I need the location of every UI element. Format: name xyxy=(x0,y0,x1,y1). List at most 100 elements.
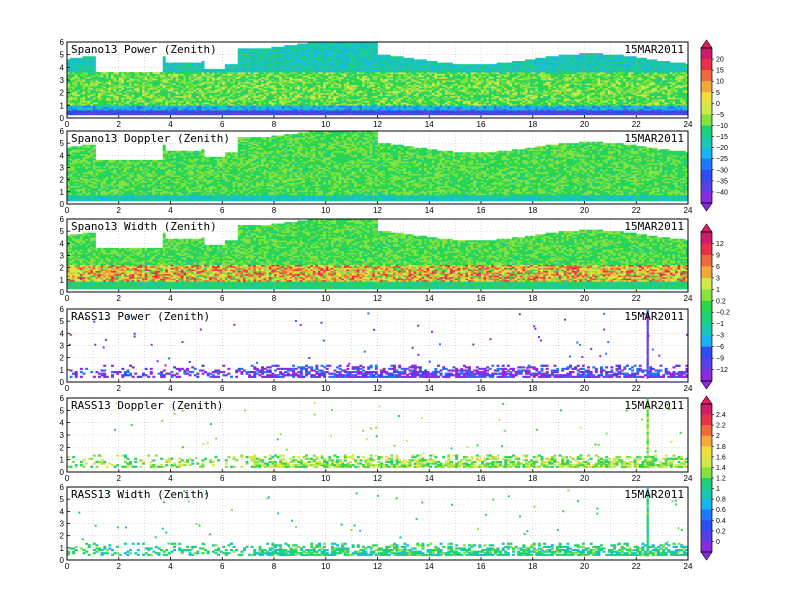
data-cell xyxy=(266,105,270,108)
data-cell xyxy=(126,89,130,92)
data-cell xyxy=(186,99,189,101)
data-cell xyxy=(121,95,125,98)
data-cell xyxy=(263,102,267,105)
data-cell xyxy=(204,86,208,89)
data-cell xyxy=(276,70,280,73)
data-cell xyxy=(261,56,264,59)
data-cell xyxy=(123,108,127,111)
data-cell xyxy=(245,67,249,70)
data-cell xyxy=(286,95,290,98)
data-cell xyxy=(180,68,184,71)
data-cell xyxy=(186,80,189,82)
data-cell xyxy=(100,78,104,81)
data-cell xyxy=(248,89,252,92)
data-cell xyxy=(116,110,120,113)
data-cell xyxy=(307,113,311,116)
data-cell xyxy=(92,73,96,76)
data-cell xyxy=(253,76,257,79)
data-cell xyxy=(253,73,257,76)
data-cell xyxy=(302,87,306,90)
data-cell xyxy=(170,81,174,84)
data-cell xyxy=(95,106,99,109)
data-cell xyxy=(178,106,182,109)
data-cell xyxy=(204,113,208,116)
data-cell xyxy=(235,86,239,89)
data-cell xyxy=(297,65,301,68)
data-cell xyxy=(82,113,86,116)
data-cell xyxy=(297,61,301,63)
data-cell xyxy=(165,103,169,106)
data-cell xyxy=(173,83,177,86)
data-cell xyxy=(284,92,288,95)
data-cell xyxy=(116,111,120,114)
data-cell xyxy=(253,102,257,105)
data-cell xyxy=(255,83,259,86)
data-cell xyxy=(157,105,161,108)
data-cell xyxy=(183,70,187,73)
data-cell xyxy=(258,106,262,109)
data-cell xyxy=(134,81,138,84)
data-cell xyxy=(217,110,221,113)
data-cell xyxy=(294,87,298,90)
data-cell xyxy=(297,110,301,113)
data-cell xyxy=(276,102,280,105)
data-cell xyxy=(279,110,283,113)
data-cell xyxy=(222,87,226,90)
data-cell xyxy=(139,89,143,92)
data-cell xyxy=(258,72,262,75)
data-cell xyxy=(134,89,138,92)
data-cell xyxy=(299,111,303,114)
data-cell xyxy=(142,80,145,82)
data-cell xyxy=(167,89,171,92)
data-cell xyxy=(279,53,283,56)
data-cell xyxy=(230,72,233,75)
data-cell xyxy=(69,80,73,82)
data-cell xyxy=(289,102,293,105)
data-cell xyxy=(284,53,288,56)
data-cell xyxy=(126,108,130,111)
data-cell xyxy=(157,78,161,81)
data-cell xyxy=(255,102,259,105)
data-cell xyxy=(85,64,89,67)
data-cell xyxy=(123,75,127,78)
data-cell xyxy=(289,59,293,62)
data-cell xyxy=(136,95,140,98)
data-cell xyxy=(271,75,275,78)
data-cell xyxy=(266,65,270,68)
data-cell xyxy=(98,105,101,108)
data-cell xyxy=(121,78,125,81)
data-cell xyxy=(105,91,109,94)
data-cell xyxy=(217,81,221,84)
data-cell xyxy=(183,84,187,87)
data-cell xyxy=(193,87,197,90)
data-cell xyxy=(219,68,223,71)
data-cell xyxy=(250,72,254,75)
data-cell xyxy=(279,108,283,111)
data-cell xyxy=(237,92,241,95)
data-cell xyxy=(129,84,133,87)
data-cell xyxy=(292,51,296,54)
data-cell xyxy=(193,67,197,70)
data-cell xyxy=(77,75,81,78)
data-cell xyxy=(110,113,114,116)
data-cell xyxy=(222,95,226,98)
data-cell xyxy=(136,78,140,81)
data-cell xyxy=(170,97,174,100)
data-cell xyxy=(297,91,301,94)
data-cell xyxy=(170,94,174,97)
data-cell xyxy=(289,56,293,59)
data-cell xyxy=(131,111,135,114)
data-cell xyxy=(92,78,96,81)
data-cell xyxy=(297,62,301,65)
data-cell xyxy=(281,75,285,78)
data-cell xyxy=(95,83,99,86)
data-cell xyxy=(198,103,202,106)
data-cell xyxy=(167,78,171,81)
data-cell xyxy=(248,92,252,95)
data-cell xyxy=(230,92,233,95)
data-cell xyxy=(198,73,202,76)
data-cell xyxy=(382,54,386,57)
data-cell xyxy=(191,102,195,105)
data-cell xyxy=(248,108,252,111)
data-cell xyxy=(240,106,244,109)
